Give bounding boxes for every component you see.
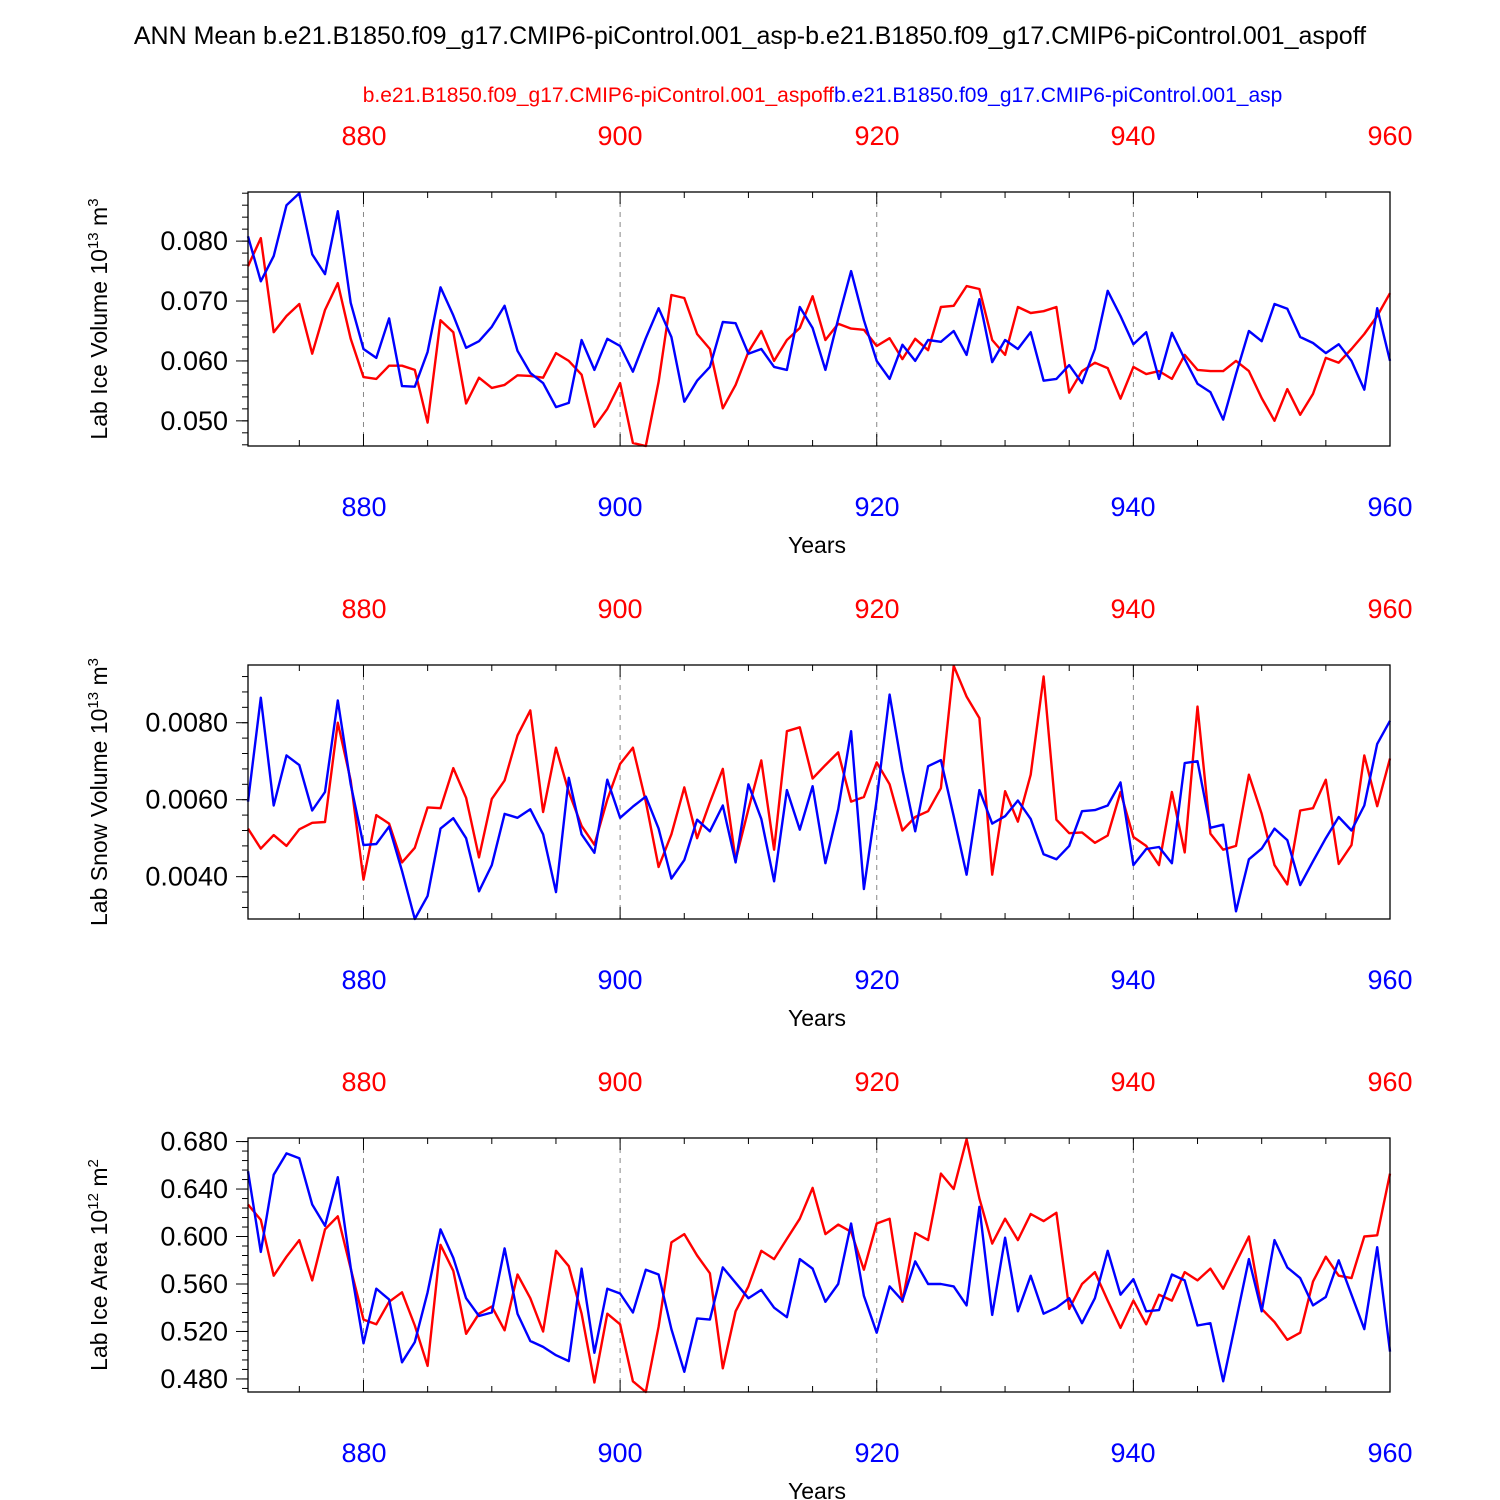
x-bottom-tick-label: 900 xyxy=(597,965,642,995)
y-tick-label: 0.070 xyxy=(160,286,228,316)
x-bottom-tick-label: 880 xyxy=(341,492,386,522)
y-tick-label: 0.0080 xyxy=(145,708,228,738)
figure-title: ANN Mean b.e21.B1850.f09_g17.CMIP6-piCon… xyxy=(134,22,1366,50)
x-bottom-tick-label: 940 xyxy=(1110,1438,1155,1468)
x-top-tick-label: 940 xyxy=(1110,1067,1155,1097)
plot-frame xyxy=(247,664,1391,920)
series-asp-line xyxy=(246,693,1392,921)
x-bottom-tick-label: 880 xyxy=(341,965,386,995)
panel-3: 0.480 0.520 0.560 0.600 0.640 0.680 880 880 900 9… xyxy=(85,1067,1413,1500)
x-top-tick-label: 920 xyxy=(854,594,899,624)
x-bottom-tick-label: 940 xyxy=(1110,965,1155,995)
panels-group: 0.050 0.060 0.070 0.080 880 880 900 900 920 920 94… xyxy=(85,121,1413,1500)
panel-1: 0.050 0.060 0.070 0.080 880 880 900 900 920 920 94… xyxy=(85,121,1413,558)
series-aspoff-line xyxy=(247,1137,1392,1394)
x-bottom-tick-label: 920 xyxy=(854,965,899,995)
y-tick-label: 0.600 xyxy=(160,1222,228,1252)
legend-blue-label: b.e21.B1850.f09_g17.CMIP6-piControl.001_… xyxy=(834,84,1282,107)
plot-frame xyxy=(247,191,1391,447)
x-bottom-tick-label: 940 xyxy=(1110,492,1155,522)
plot-frame xyxy=(247,1137,1391,1393)
x-top-tick-label: 960 xyxy=(1367,121,1412,151)
y-tick-label: 0.640 xyxy=(160,1174,228,1204)
x-top-tick-label: 920 xyxy=(854,121,899,151)
legend-red-label: b.e21.B1850.f09_g17.CMIP6-piControl.001_… xyxy=(363,84,834,107)
series-asp-line xyxy=(246,191,1392,421)
x-top-tick-label: 940 xyxy=(1110,594,1155,624)
x-bottom-tick-label: 960 xyxy=(1367,1438,1412,1468)
x-bottom-tick-label: 880 xyxy=(341,1438,386,1468)
y-tick-label: 0.560 xyxy=(160,1269,228,1299)
series-aspoff-line xyxy=(246,236,1392,448)
x-top-tick-label: 920 xyxy=(854,1067,899,1097)
x-top-tick-label: 960 xyxy=(1367,594,1412,624)
x-top-tick-label: 900 xyxy=(597,594,642,624)
x-top-tick-label: 900 xyxy=(597,121,642,151)
x-top-tick-label: 880 xyxy=(341,594,386,624)
series-aspoff-line xyxy=(246,664,1392,886)
y-tick-label: 0.520 xyxy=(160,1316,228,1346)
x-top-tick-label: 960 xyxy=(1367,1067,1412,1097)
panel-2: 0.0040 0.0060 0.0080 880 880 900 900 920 920 940 9… xyxy=(85,594,1413,1031)
y-tick-label: 0.480 xyxy=(160,1364,228,1394)
series-asp-line xyxy=(246,1152,1392,1383)
y-axis-label: Lab Ice Volume 1013 m3 xyxy=(85,198,112,439)
x-bottom-tick-label: 960 xyxy=(1367,965,1412,995)
y-tick-label: 0.0040 xyxy=(145,862,228,892)
x-top-tick-label: 900 xyxy=(597,1067,642,1097)
x-bottom-tick-label: 920 xyxy=(854,492,899,522)
x-axis-label: Years xyxy=(788,1478,846,1500)
x-top-tick-label: 880 xyxy=(341,1067,386,1097)
x-top-tick-label: 880 xyxy=(341,121,386,151)
x-bottom-tick-label: 960 xyxy=(1367,492,1412,522)
y-tick-label: 0.050 xyxy=(160,406,228,436)
x-top-tick-label: 940 xyxy=(1110,121,1155,151)
x-axis-label: Years xyxy=(788,1005,846,1031)
y-tick-label: 0.0060 xyxy=(145,785,228,815)
y-axis-label: Lab Snow Volume 1013 m3 xyxy=(85,658,112,926)
x-axis-label: Years xyxy=(788,532,846,558)
y-tick-label: 0.080 xyxy=(160,226,228,256)
y-axis-label: Lab Ice Area 1012 m2 xyxy=(85,1159,112,1371)
x-bottom-tick-label: 920 xyxy=(854,1438,899,1468)
y-tick-label: 0.060 xyxy=(160,346,228,376)
x-bottom-tick-label: 900 xyxy=(597,492,642,522)
y-tick-label: 0.680 xyxy=(160,1127,228,1157)
x-bottom-tick-label: 900 xyxy=(597,1438,642,1468)
